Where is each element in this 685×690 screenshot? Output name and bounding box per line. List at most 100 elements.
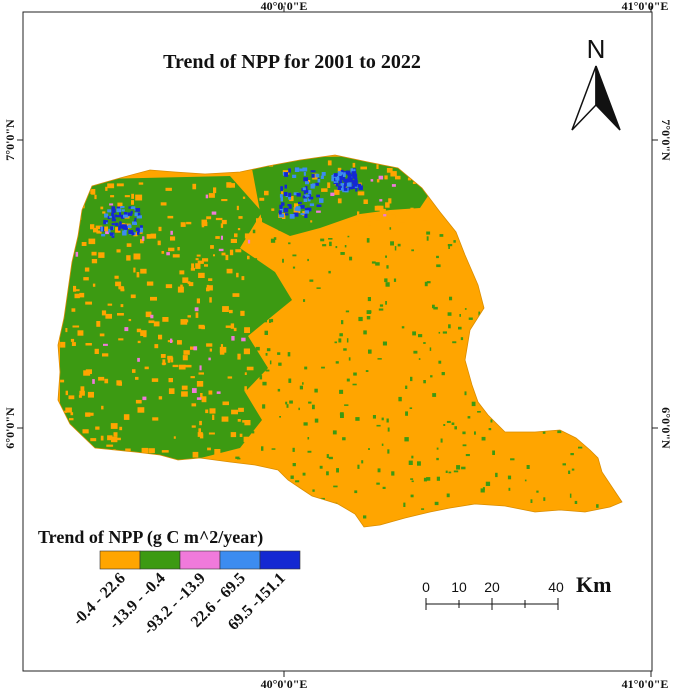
- green-pixel: [591, 327, 595, 330]
- green-pixel: [567, 406, 569, 409]
- green-pixel: [501, 337, 506, 340]
- orange-pixel: [60, 307, 64, 313]
- orange-pixel: [226, 182, 232, 188]
- orange-pixel: [196, 381, 204, 387]
- green-pixel: [583, 214, 587, 218]
- orange-pixel: [84, 267, 90, 272]
- blue-pixel: [339, 185, 345, 191]
- orange-pixel: [244, 420, 251, 426]
- green-pixel: [347, 235, 350, 238]
- green-pixel: [578, 446, 583, 449]
- orange-pixel: [337, 198, 342, 204]
- pink-pixel: [220, 235, 223, 240]
- orange-pixel: [60, 379, 65, 383]
- orange-pixel: [185, 364, 192, 368]
- orange-pixel: [90, 412, 94, 416]
- pink-pixel: [383, 214, 387, 217]
- blue-pixel: [358, 185, 363, 190]
- orange-pixel: [395, 175, 401, 180]
- orange-pixel: [212, 414, 215, 420]
- orange-pixel: [243, 348, 250, 355]
- pink-pixel: [379, 199, 383, 202]
- orange-pixel: [245, 448, 252, 453]
- green-pixel: [511, 373, 515, 376]
- orange-pixel: [233, 327, 237, 332]
- green-pixel: [243, 469, 248, 475]
- orange-pixel: [390, 171, 397, 177]
- npp-green-region-0: [60, 176, 292, 462]
- green-pixel: [549, 329, 553, 333]
- orange-pixel: [352, 162, 356, 168]
- green-pixel: [253, 258, 258, 262]
- green-pixel: [432, 304, 435, 309]
- green-pixel: [544, 422, 547, 424]
- green-pixel: [521, 317, 525, 320]
- green-pixel: [569, 493, 572, 498]
- orange-pixel: [70, 338, 75, 342]
- orange-pixel: [410, 207, 414, 213]
- green-pixel: [381, 443, 384, 446]
- green-pixel: [519, 428, 522, 432]
- orange-pixel: [83, 277, 89, 281]
- green-pixel: [452, 341, 457, 344]
- green-pixel: [385, 255, 387, 258]
- green-pixel: [498, 308, 503, 313]
- green-pixel: [518, 311, 521, 314]
- orange-pixel: [180, 222, 186, 227]
- green-pixel: [259, 320, 262, 324]
- orange-pixel: [158, 226, 162, 232]
- orange-pixel: [208, 432, 215, 435]
- blue-pixel: [355, 187, 358, 192]
- green-pixel: [461, 223, 466, 226]
- orange-pixel: [102, 353, 109, 357]
- green-pixel: [357, 464, 360, 469]
- green-pixel: [283, 518, 287, 523]
- green-pixel: [441, 372, 445, 376]
- green-pixel: [544, 206, 548, 209]
- green-pixel: [443, 202, 447, 204]
- orange-pixel: [83, 370, 91, 376]
- green-pixel: [520, 297, 524, 300]
- orange-pixel: [222, 306, 229, 312]
- green-pixel: [354, 490, 358, 494]
- blue-pixel: [137, 228, 142, 233]
- green-pixel: [426, 231, 431, 235]
- green-pixel: [532, 395, 535, 398]
- blue-pixel: [335, 177, 340, 181]
- green-pixel: [410, 478, 414, 480]
- green-pixel: [385, 282, 390, 287]
- green-pixel: [333, 485, 338, 488]
- green-pixel: [269, 360, 272, 365]
- green-pixel: [403, 502, 406, 507]
- green-pixel: [271, 479, 276, 482]
- blue-pixel: [119, 224, 124, 229]
- green-pixel: [493, 285, 496, 290]
- blue-pixel: [120, 214, 125, 219]
- orange-pixel: [151, 378, 159, 382]
- green-pixel: [339, 389, 344, 394]
- orange-pixel: [183, 350, 190, 355]
- green-pixel: [500, 382, 504, 387]
- blue-pixel: [338, 179, 343, 185]
- blue-pixel: [293, 192, 299, 196]
- green-pixel: [453, 240, 456, 243]
- orange-pixel: [131, 193, 134, 199]
- orange-pixel: [195, 263, 201, 269]
- green-pixel: [386, 265, 389, 269]
- orange-pixel: [202, 258, 209, 262]
- green-pixel: [271, 288, 276, 292]
- green-pixel: [574, 402, 579, 406]
- orange-pixel: [190, 346, 196, 350]
- lat-right-label-6: 6°0'0"N: [659, 407, 673, 449]
- blue-pixel: [302, 195, 307, 199]
- green-pixel: [426, 477, 431, 481]
- orange-pixel: [85, 301, 92, 305]
- green-pixel: [451, 422, 455, 425]
- orange-pixel: [99, 333, 105, 337]
- green-pixel: [342, 437, 346, 441]
- orange-pixel: [187, 281, 191, 285]
- blue-pixel: [354, 177, 358, 182]
- green-pixel: [418, 358, 421, 360]
- green-pixel: [270, 513, 274, 517]
- orange-pixel: [199, 433, 204, 439]
